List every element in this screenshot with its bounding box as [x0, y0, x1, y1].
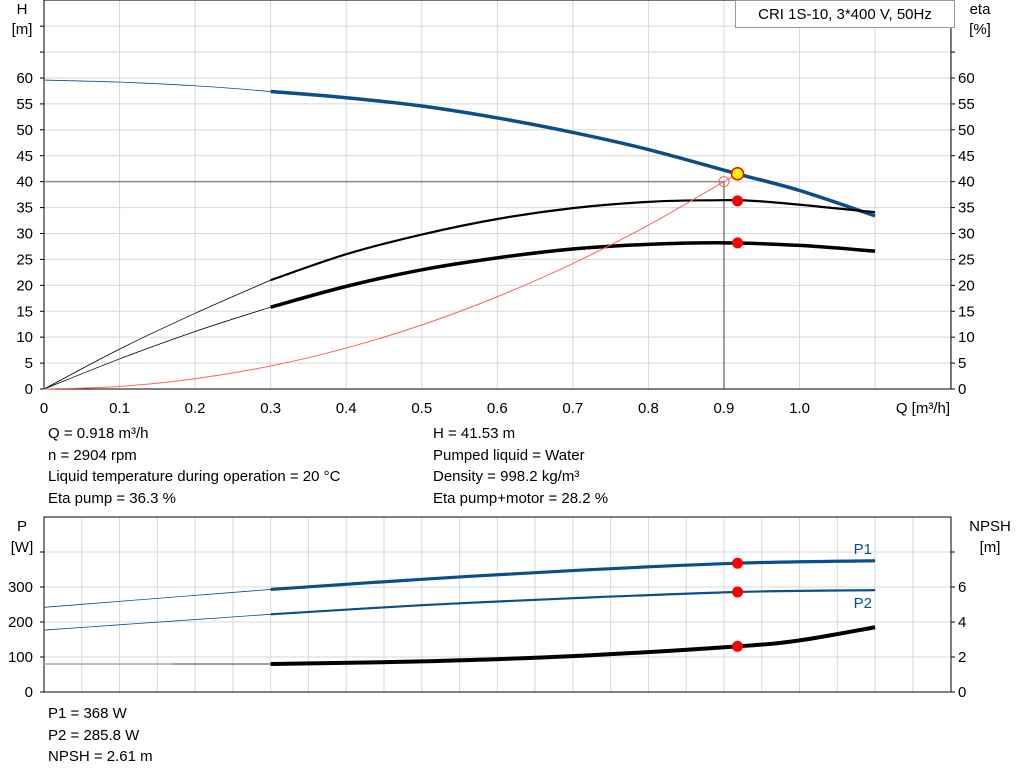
- curve-system: [43, 173, 738, 390]
- operating-point-eta-pump-motor: [732, 237, 744, 249]
- info-p2: P2 = 285.8 W: [48, 726, 140, 744]
- q-tick-label: 0.4: [336, 400, 357, 417]
- h-tick-label: 60: [16, 70, 33, 87]
- eta-tick-label: 35: [958, 200, 975, 217]
- h-tick-label: 10: [16, 329, 33, 346]
- curve-NPSH: [270, 625, 876, 666]
- h-axis-label: H: [17, 1, 28, 18]
- h-tick-label: 30: [16, 226, 33, 243]
- operating-point-h: [730, 166, 745, 181]
- eta-tick-label: 10: [958, 329, 975, 346]
- h-tick-label: 5: [25, 355, 33, 372]
- q-tick-label: 0.2: [185, 400, 206, 417]
- p2-series-label: P2: [854, 595, 872, 612]
- curve-eta_pump: [270, 198, 876, 282]
- operating-point-p1: [732, 557, 744, 569]
- p-tick-label: 200: [8, 614, 33, 631]
- q-tick-label: 0.8: [638, 400, 659, 417]
- curve-eta_pump_motor-extrapolated: [43, 306, 271, 390]
- npsh-tick-label: 0: [958, 684, 966, 701]
- curve-P2: [270, 589, 876, 616]
- p-tick-label: 300: [8, 579, 33, 596]
- p-axis-label: P: [17, 518, 27, 535]
- upper-plot-frame: [43, 0, 952, 390]
- info-p1: P1 = 368 W: [48, 705, 127, 722]
- info-q: Q = 0.918 m³/h: [48, 425, 149, 442]
- eta-tick-label: 0: [958, 381, 966, 398]
- info-left: Q = 0.918 m³/h n = 2904 rpm Liquid tempe…: [48, 423, 340, 509]
- h-tick-label: 35: [16, 200, 33, 217]
- q-tick-label: 1.0: [789, 400, 810, 417]
- required-duty-point: [718, 176, 730, 188]
- pump-model-label: CRI 1S-10, 3*400 V, 50Hz: [735, 0, 955, 28]
- q-tick-label: 0.7: [562, 400, 583, 417]
- curve-H: [270, 89, 876, 218]
- operating-point-p2: [732, 586, 744, 598]
- info-eta-pump: Eta pump = 36.3 %: [48, 489, 176, 507]
- info-eta-pump-motor: Eta pump+motor = 28.2 %: [433, 489, 609, 507]
- h-tick-label: 15: [16, 303, 33, 320]
- eta-tick-label: 40: [958, 174, 975, 191]
- h-tick-label: 20: [16, 277, 33, 294]
- q-tick-label: 0.1: [109, 400, 130, 417]
- info-temperature: Liquid temperature during operation = 20…: [48, 468, 341, 485]
- h-axis-unit: [m]: [12, 21, 33, 38]
- eta-tick-label: 5: [958, 355, 966, 372]
- h-tick-label: 55: [16, 96, 33, 113]
- q-tick-label: 0: [40, 400, 48, 417]
- h-tick-label: 45: [16, 148, 33, 165]
- p-axis-unit: [W]: [11, 539, 34, 556]
- q-tick-label: 0.5: [411, 400, 432, 417]
- info-speed: n = 2904 rpm: [48, 446, 137, 464]
- info-bottom: P1 = 368 W P2 = 285.8 W NPSH = 2.61 m: [48, 703, 153, 768]
- curve-P1: [270, 559, 876, 592]
- q-tick-label: 0.9: [714, 400, 735, 417]
- info-h: H = 41.53 m: [433, 425, 516, 442]
- q-tick-label: 0.6: [487, 400, 508, 417]
- lower-plot-frame: [43, 516, 952, 693]
- curve-P1-extrapolated: [43, 589, 271, 608]
- info-liquid: Pumped liquid = Water: [433, 446, 585, 464]
- h-tick-label: 40: [16, 174, 33, 191]
- npsh-tick-label: 2: [958, 649, 966, 666]
- npsh-tick-label: 4: [958, 614, 966, 631]
- eta-axis-label: eta: [970, 1, 992, 18]
- curve-eta_pump_motor: [270, 241, 876, 309]
- eta-axis-unit: [%]: [969, 21, 991, 38]
- curve-P2-extrapolated: [43, 613, 271, 631]
- h-tick-label: 25: [16, 251, 33, 268]
- npsh-axis-unit: [m]: [980, 539, 1001, 556]
- p1-series-label: P1: [854, 541, 872, 558]
- p-tick-label: 0: [25, 684, 33, 701]
- curve-eta_pump-extrapolated: [43, 279, 271, 390]
- info-right: H = 41.53 m Pumped liquid = Water Densit…: [433, 423, 608, 509]
- operating-point-eta-pump: [732, 195, 744, 207]
- npsh-tick-label: 6: [958, 579, 966, 596]
- h-tick-label: 0: [25, 381, 33, 398]
- npsh-axis-label: NPSH: [969, 518, 1011, 535]
- h-tick-label: 50: [16, 122, 33, 139]
- curve-H-extrapolated: [43, 79, 271, 92]
- q-axis-label: Q [m³/h]: [896, 400, 950, 417]
- info-density: Density = 998.2 kg/m³: [433, 468, 580, 485]
- eta-tick-label: 15: [958, 303, 975, 320]
- eta-tick-label: 30: [958, 226, 975, 243]
- eta-tick-label: 45: [958, 148, 975, 165]
- eta-tick-label: 55: [958, 96, 975, 113]
- operating-point-npsh: [732, 640, 744, 652]
- eta-tick-label: 60: [958, 70, 975, 87]
- eta-tick-label: 50: [958, 122, 975, 139]
- eta-tick-label: 25: [958, 251, 975, 268]
- eta-tick-label: 20: [958, 277, 975, 294]
- q-tick-label: 0.3: [260, 400, 281, 417]
- p-tick-label: 100: [8, 649, 33, 666]
- info-npsh: NPSH = 2.61 m: [48, 748, 153, 765]
